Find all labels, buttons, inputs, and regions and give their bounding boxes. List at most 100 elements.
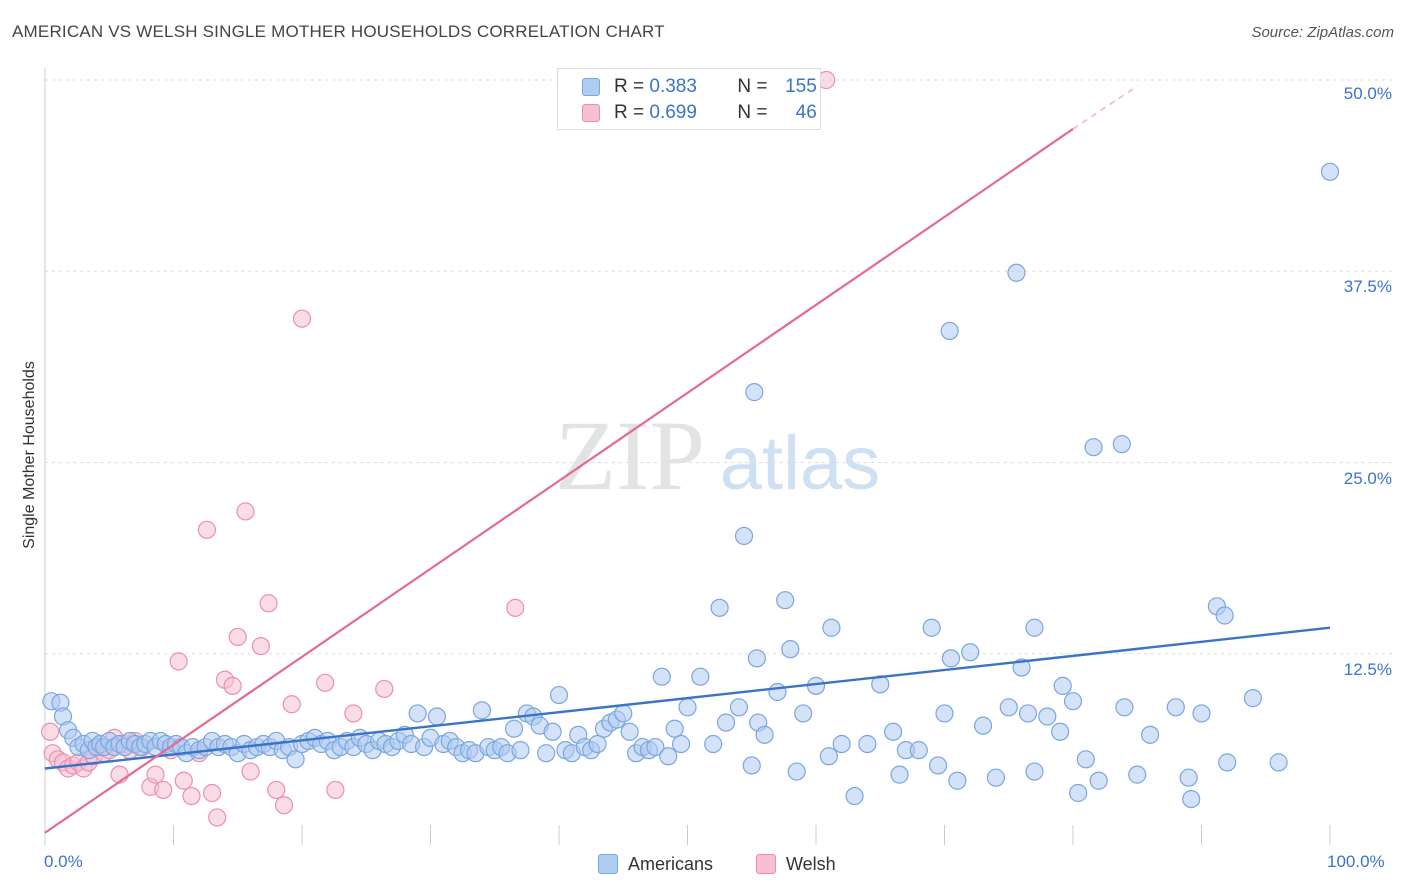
welsh-point-37 <box>267 780 286 800</box>
welsh-swatch <box>582 104 600 122</box>
american-point-169 <box>1182 789 1201 809</box>
legend-row-welsh: R = 0.699 N = 46 <box>582 101 817 125</box>
american-point-110 <box>729 698 749 717</box>
welsh-trend-line <box>44 128 1074 834</box>
n-label: N = <box>737 102 768 123</box>
american-point-164 <box>822 618 841 637</box>
welsh-point-36 <box>259 594 278 613</box>
welsh-point-25 <box>182 786 201 806</box>
watermark-zip: ZIP <box>555 400 705 511</box>
american-point-148 <box>1166 698 1185 717</box>
trend-lines <box>44 85 1331 834</box>
american-point-144 <box>1089 771 1108 790</box>
american-point-149 <box>1179 768 1198 787</box>
x-tick-label-min: 0.0% <box>44 852 83 871</box>
american-point-108 <box>710 598 729 617</box>
stats-legend: R = 0.383 N = 155 R = 0.699 N = 46 <box>557 68 821 130</box>
american-trend-line <box>44 626 1331 770</box>
american-point-157 <box>745 383 764 402</box>
american-point-103 <box>665 719 684 738</box>
welsh-point-0 <box>41 722 60 741</box>
american-point-156 <box>940 321 959 341</box>
american-point-160 <box>1112 435 1131 454</box>
american-point-154 <box>1320 162 1340 181</box>
american-point-109 <box>716 713 736 732</box>
american-point-158 <box>734 526 754 546</box>
american-point-135 <box>986 768 1006 787</box>
american-point-136 <box>999 698 1018 717</box>
american-point-79 <box>511 741 530 760</box>
americans-swatch <box>598 854 618 874</box>
american-point-131 <box>941 649 961 668</box>
american-point-84 <box>543 722 562 741</box>
american-point-142 <box>1063 692 1083 711</box>
american-point-91 <box>588 734 607 754</box>
legend-item-americans[interactable]: Americans <box>598 852 713 876</box>
american-point-137 <box>1012 658 1031 677</box>
american-point-151 <box>1218 753 1237 772</box>
american-point-163 <box>776 591 795 610</box>
american-point-130 <box>935 704 954 723</box>
n-value-americans: 155 <box>785 76 817 97</box>
american-point-166 <box>1053 676 1072 695</box>
american-point-95 <box>614 704 633 723</box>
welsh-point-43 <box>344 704 363 723</box>
welsh-point-20 <box>146 765 165 784</box>
american-point-117 <box>794 704 813 723</box>
welsh-point-21 <box>154 780 173 800</box>
american-point-121 <box>845 786 864 806</box>
american-point-159 <box>1084 438 1103 457</box>
welsh-point-41 <box>316 673 335 692</box>
american-point-138 <box>1018 704 1038 723</box>
welsh-point-27 <box>197 520 217 539</box>
welsh-point-35 <box>251 636 270 656</box>
american-point-155 <box>1007 263 1026 282</box>
r-label: R = <box>614 76 645 97</box>
american-point-100 <box>646 737 665 757</box>
american-point-102 <box>659 747 678 766</box>
y-tick-label-2: 37.5% <box>1343 277 1392 297</box>
welsh-point-44 <box>375 679 394 699</box>
watermark: ZIP atlas <box>555 400 880 511</box>
y-tick-label-1: 25.0% <box>1343 468 1392 488</box>
american-point-134 <box>973 716 993 735</box>
welsh-point-29 <box>208 808 227 827</box>
grid-lines <box>45 79 1392 655</box>
x-tick-label-max: 100.0% <box>1327 852 1385 871</box>
legend-label-welsh: Welsh <box>786 853 836 874</box>
welsh-point-45 <box>506 598 525 617</box>
american-point-139 <box>1025 762 1044 781</box>
chart-title: AMERICAN VS WELSH SINGLE MOTHER HOUSEHOL… <box>12 22 665 41</box>
watermark-atlas: atlas <box>720 421 881 506</box>
american-point-115 <box>781 640 800 659</box>
american-point-119 <box>819 747 838 766</box>
welsh-point-42 <box>326 780 345 800</box>
american-point-145 <box>1115 698 1134 717</box>
american-point-44 <box>286 750 305 769</box>
american-point-146 <box>1128 765 1147 784</box>
welsh-point-24 <box>174 771 193 790</box>
american-point-73 <box>472 701 491 720</box>
legend-label-americans: Americans <box>628 853 714 874</box>
american-point-111 <box>742 756 761 775</box>
welsh-point-23 <box>169 652 188 671</box>
legend-item-welsh[interactable]: Welsh <box>756 852 836 876</box>
welsh-point-31 <box>223 676 242 695</box>
y-tick-label-3: 50.0% <box>1343 84 1392 103</box>
welsh-point-33 <box>236 502 255 521</box>
american-point-153 <box>1269 753 1288 772</box>
american-point-116 <box>787 762 806 781</box>
american-point-128 <box>922 618 941 637</box>
american-point-85 <box>549 685 569 705</box>
american-point-167 <box>1025 618 1044 637</box>
r-value-americans: 0.383 <box>649 76 697 97</box>
american-point-105 <box>678 698 697 717</box>
american-point-165 <box>747 649 766 668</box>
axes <box>44 68 1331 845</box>
welsh-point-32 <box>228 627 247 647</box>
american-point-83 <box>537 744 556 763</box>
source-label: Source: ZipAtlas.com <box>1251 24 1394 41</box>
american-point-150 <box>1192 704 1211 723</box>
r-label: R = <box>614 102 645 123</box>
